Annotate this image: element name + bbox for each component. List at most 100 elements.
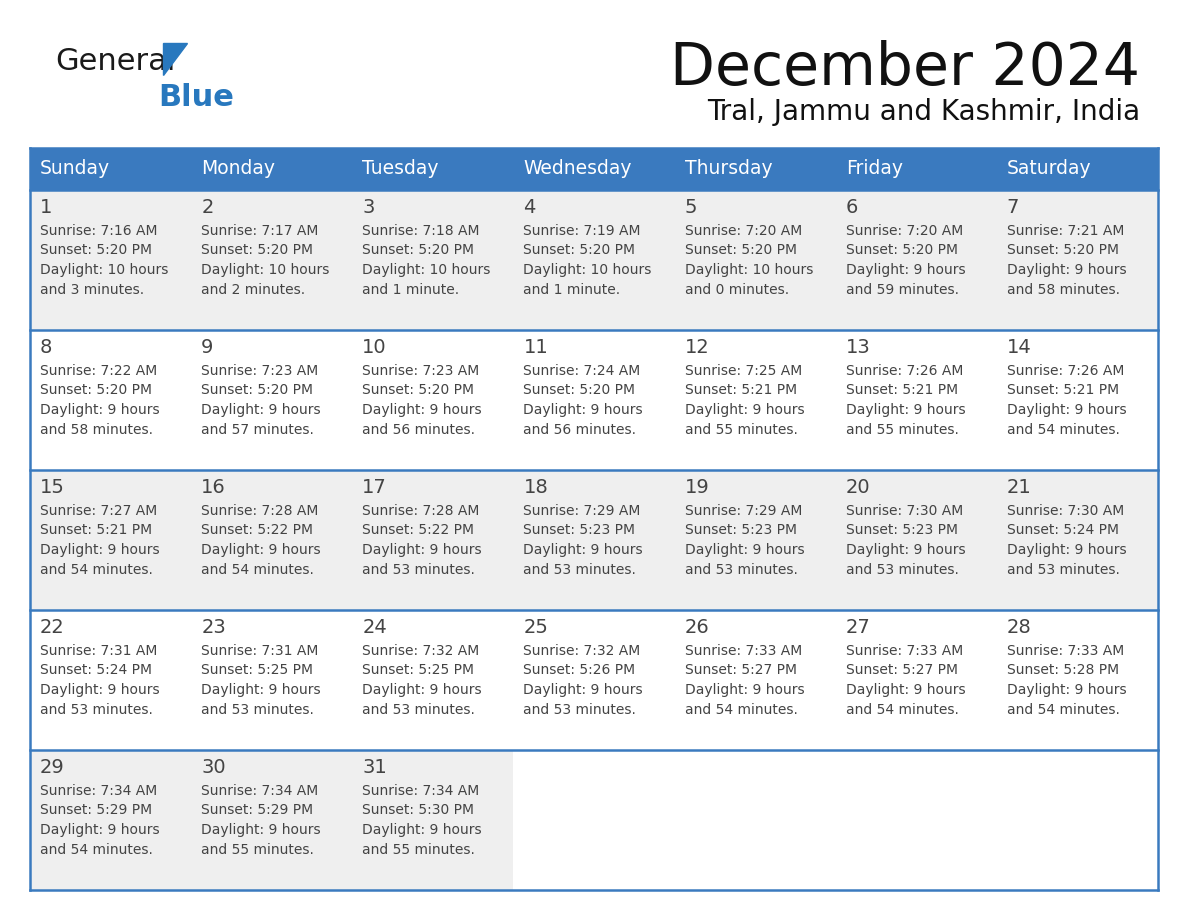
Text: Sunrise: 7:34 AM: Sunrise: 7:34 AM — [362, 784, 480, 798]
Text: Sunset: 5:20 PM: Sunset: 5:20 PM — [362, 384, 474, 397]
Text: Daylight: 9 hours: Daylight: 9 hours — [684, 403, 804, 417]
Text: Sunrise: 7:31 AM: Sunrise: 7:31 AM — [40, 644, 157, 658]
Text: 2: 2 — [201, 198, 214, 217]
Bar — [30, 610, 191, 750]
Text: Sunrise: 7:31 AM: Sunrise: 7:31 AM — [201, 644, 318, 658]
Text: Sunset: 5:28 PM: Sunset: 5:28 PM — [1007, 664, 1119, 677]
Text: and 1 minute.: and 1 minute. — [524, 283, 620, 297]
Text: Friday: Friday — [846, 160, 903, 178]
Text: Sunset: 5:25 PM: Sunset: 5:25 PM — [362, 664, 474, 677]
Bar — [191, 610, 353, 750]
Text: Sunset: 5:29 PM: Sunset: 5:29 PM — [201, 803, 314, 818]
Text: and 59 minutes.: and 59 minutes. — [846, 283, 959, 297]
Text: 30: 30 — [201, 758, 226, 777]
Text: Daylight: 9 hours: Daylight: 9 hours — [524, 543, 643, 557]
Bar — [30, 330, 191, 470]
Text: Blue: Blue — [158, 84, 234, 113]
Text: 26: 26 — [684, 618, 709, 637]
Text: and 53 minutes.: and 53 minutes. — [524, 563, 637, 577]
Text: and 58 minutes.: and 58 minutes. — [40, 422, 153, 436]
Text: Sunset: 5:20 PM: Sunset: 5:20 PM — [362, 243, 474, 258]
Text: 21: 21 — [1007, 478, 1031, 497]
Bar — [353, 190, 513, 330]
Text: Sunset: 5:30 PM: Sunset: 5:30 PM — [362, 803, 474, 818]
Text: and 54 minutes.: and 54 minutes. — [1007, 702, 1120, 717]
Text: Tuesday: Tuesday — [362, 160, 438, 178]
Text: Daylight: 9 hours: Daylight: 9 hours — [362, 823, 482, 837]
Text: Sunrise: 7:26 AM: Sunrise: 7:26 AM — [846, 364, 963, 378]
Text: Sunset: 5:25 PM: Sunset: 5:25 PM — [201, 664, 314, 677]
Text: Daylight: 9 hours: Daylight: 9 hours — [524, 403, 643, 417]
Text: Sunrise: 7:22 AM: Sunrise: 7:22 AM — [40, 364, 157, 378]
Text: Daylight: 9 hours: Daylight: 9 hours — [1007, 683, 1126, 697]
Text: 15: 15 — [40, 478, 65, 497]
Text: Daylight: 9 hours: Daylight: 9 hours — [1007, 263, 1126, 277]
Text: 19: 19 — [684, 478, 709, 497]
Text: Sunset: 5:29 PM: Sunset: 5:29 PM — [40, 803, 152, 818]
Text: 1: 1 — [40, 198, 52, 217]
Text: Sunrise: 7:34 AM: Sunrise: 7:34 AM — [201, 784, 318, 798]
Text: and 53 minutes.: and 53 minutes. — [524, 702, 637, 717]
Bar — [997, 610, 1158, 750]
Text: and 56 minutes.: and 56 minutes. — [524, 422, 637, 436]
Text: Daylight: 9 hours: Daylight: 9 hours — [201, 543, 321, 557]
Text: Sunrise: 7:29 AM: Sunrise: 7:29 AM — [524, 504, 640, 518]
Text: and 54 minutes.: and 54 minutes. — [201, 563, 314, 577]
Text: and 0 minutes.: and 0 minutes. — [684, 283, 789, 297]
Text: Sunrise: 7:26 AM: Sunrise: 7:26 AM — [1007, 364, 1124, 378]
Text: and 57 minutes.: and 57 minutes. — [201, 422, 314, 436]
Text: Tral, Jammu and Kashmir, India: Tral, Jammu and Kashmir, India — [707, 98, 1140, 126]
Bar — [30, 190, 191, 330]
Text: 25: 25 — [524, 618, 549, 637]
Text: 27: 27 — [846, 618, 871, 637]
Bar — [835, 470, 997, 610]
Text: 11: 11 — [524, 338, 548, 357]
Text: Sunrise: 7:21 AM: Sunrise: 7:21 AM — [1007, 224, 1124, 238]
Text: Sunset: 5:20 PM: Sunset: 5:20 PM — [40, 384, 152, 397]
Text: General: General — [55, 48, 176, 76]
Text: Sunset: 5:24 PM: Sunset: 5:24 PM — [40, 664, 152, 677]
Text: Sunrise: 7:20 AM: Sunrise: 7:20 AM — [684, 224, 802, 238]
Text: and 55 minutes.: and 55 minutes. — [846, 422, 959, 436]
Bar — [191, 470, 353, 610]
Text: 24: 24 — [362, 618, 387, 637]
Text: Sunset: 5:21 PM: Sunset: 5:21 PM — [684, 384, 797, 397]
Polygon shape — [163, 43, 187, 75]
Bar — [997, 190, 1158, 330]
Bar — [30, 148, 191, 190]
Text: 5: 5 — [684, 198, 697, 217]
Text: Daylight: 9 hours: Daylight: 9 hours — [846, 543, 966, 557]
Text: Daylight: 9 hours: Daylight: 9 hours — [524, 683, 643, 697]
Text: 10: 10 — [362, 338, 387, 357]
Text: and 53 minutes.: and 53 minutes. — [362, 563, 475, 577]
Bar — [835, 610, 997, 750]
Text: Sunrise: 7:23 AM: Sunrise: 7:23 AM — [201, 364, 318, 378]
Bar — [675, 610, 835, 750]
Bar — [835, 330, 997, 470]
Text: Sunrise: 7:28 AM: Sunrise: 7:28 AM — [362, 504, 480, 518]
Text: 16: 16 — [201, 478, 226, 497]
Text: Sunrise: 7:25 AM: Sunrise: 7:25 AM — [684, 364, 802, 378]
Text: Sunrise: 7:30 AM: Sunrise: 7:30 AM — [1007, 504, 1124, 518]
Text: Daylight: 9 hours: Daylight: 9 hours — [362, 543, 482, 557]
Text: Sunset: 5:20 PM: Sunset: 5:20 PM — [846, 243, 958, 258]
Bar — [675, 470, 835, 610]
Text: 22: 22 — [40, 618, 65, 637]
Text: and 54 minutes.: and 54 minutes. — [40, 563, 153, 577]
Text: Sunset: 5:20 PM: Sunset: 5:20 PM — [524, 243, 636, 258]
Bar — [353, 470, 513, 610]
Text: Sunrise: 7:19 AM: Sunrise: 7:19 AM — [524, 224, 642, 238]
Text: Sunset: 5:21 PM: Sunset: 5:21 PM — [1007, 384, 1119, 397]
Text: 4: 4 — [524, 198, 536, 217]
Text: Sunset: 5:23 PM: Sunset: 5:23 PM — [524, 523, 636, 538]
Text: 23: 23 — [201, 618, 226, 637]
Text: Sunset: 5:27 PM: Sunset: 5:27 PM — [846, 664, 958, 677]
Text: Daylight: 9 hours: Daylight: 9 hours — [846, 683, 966, 697]
Text: 7: 7 — [1007, 198, 1019, 217]
Bar — [513, 470, 675, 610]
Text: Sunset: 5:21 PM: Sunset: 5:21 PM — [846, 384, 958, 397]
Text: Daylight: 10 hours: Daylight: 10 hours — [524, 263, 652, 277]
Bar — [675, 148, 835, 190]
Text: Sunrise: 7:18 AM: Sunrise: 7:18 AM — [362, 224, 480, 238]
Text: and 54 minutes.: and 54 minutes. — [684, 702, 797, 717]
